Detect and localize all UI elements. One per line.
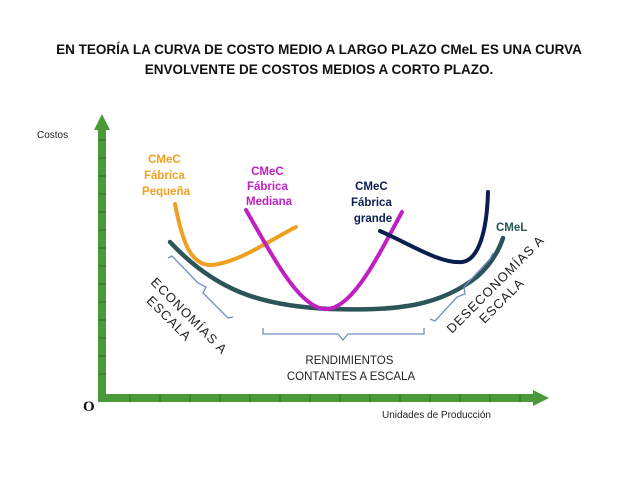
origin-label: O (83, 399, 95, 415)
medium-plant-label-line-1: CMeC (251, 166, 284, 178)
small-plant-label-line-2: Fábrica (144, 170, 186, 182)
large-plant-label-line-3: grande (354, 213, 392, 225)
medium-plant-label-line-3: Mediana (246, 196, 293, 208)
large-plant-label: CMeC Fábrica grande (351, 181, 395, 225)
constant-returns-label-line-2: CONTANTES A ESCALA (287, 371, 416, 383)
small-plant-cost-curve (173, 202, 298, 268)
diseconomies-bracket (429, 252, 494, 322)
long-run-average-cost-curve (167, 235, 506, 312)
y-axis-arrow (94, 114, 110, 130)
small-plant-label-line-3: Pequeña (142, 186, 191, 198)
large-plant-label-line-2: Fábrica (351, 197, 393, 209)
title-line-1: EN TEORÍA LA CURVA DE COSTO MEDIO A LARG… (56, 42, 582, 57)
small-plant-label-line-1: CMeC (148, 154, 181, 166)
long-run-label: CMeL (496, 222, 527, 234)
medium-plant-cost-curve (244, 208, 404, 312)
large-plant-cost-curve (378, 190, 490, 265)
constant-returns-label-line-1: RENDIMIENTOS (305, 355, 393, 367)
x-axis-label: Unidades de Producción (382, 410, 491, 421)
y-axis-ticks (98, 139, 106, 375)
constant-returns-label: RENDIMIENTOS CONTANTES A ESCALA (287, 355, 416, 383)
x-axis-ticks (129, 394, 521, 402)
axes: Costos Unidades de Producción O (37, 114, 549, 421)
economies-bracket (167, 255, 234, 319)
constant-returns-bracket (262, 328, 425, 342)
large-plant-label-line-1: CMeC (355, 181, 388, 193)
page-title: EN TEORÍA LA CURVA DE COSTO MEDIO A LARG… (0, 40, 638, 80)
small-plant-label: CMeC Fábrica Pequeña (142, 154, 191, 198)
x-axis-arrow (533, 390, 549, 406)
medium-plant-label-line-2: Fábrica (247, 181, 289, 193)
medium-plant-label: CMeC Fábrica Mediana (246, 166, 293, 208)
y-axis-label: Costos (37, 130, 68, 141)
title-line-2: ENVOLVENTE DE COSTOS MEDIOS A CORTO PLAZ… (144, 62, 494, 77)
economies-label: ECONOMÍAS A ESCALA (137, 275, 234, 372)
diseconomies-label-line-1: DESECONOMÍAS A (444, 233, 547, 336)
